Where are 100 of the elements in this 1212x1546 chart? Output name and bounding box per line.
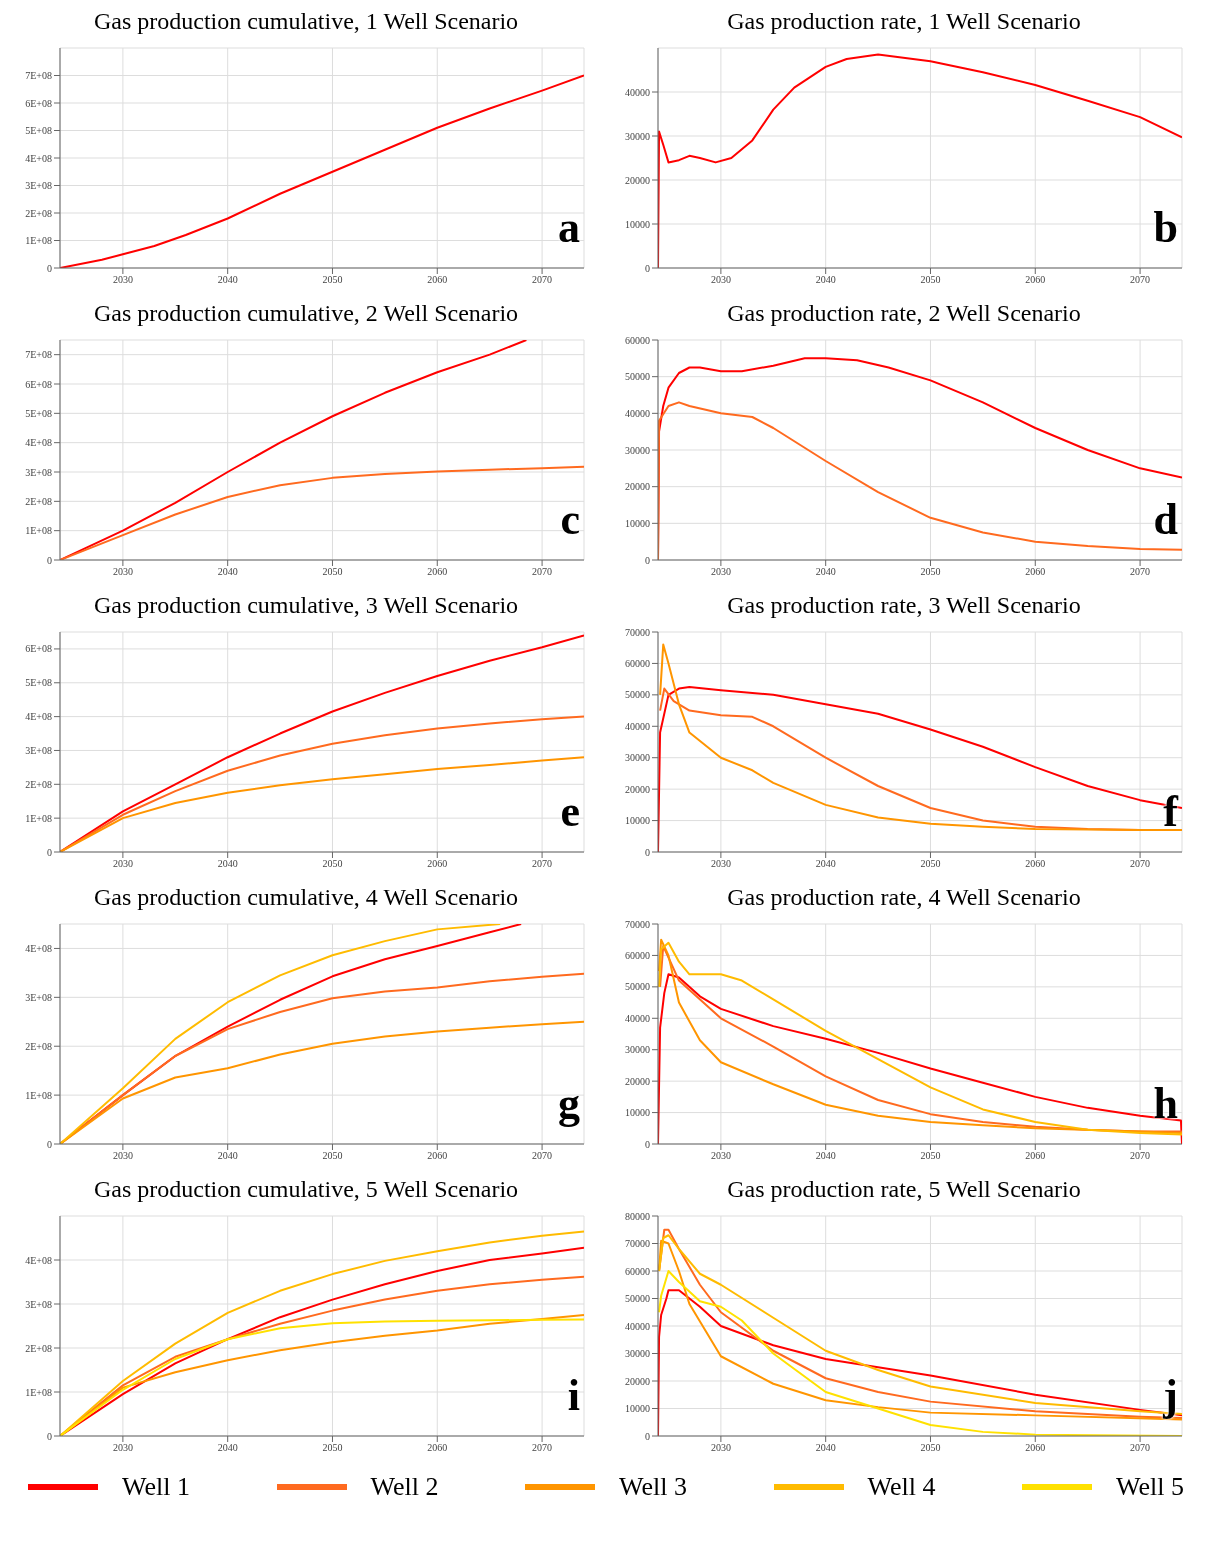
x-tick-label: 2070 [1130,1442,1151,1454]
annotation: b [1153,203,1178,252]
y-tick-label: 40000 [625,86,650,98]
x-tick-label: 2070 [1130,1150,1151,1162]
x-tick-label: 2040 [815,274,836,286]
y-tick-label: 40000 [625,1320,650,1332]
x-tick-label: 2040 [217,858,238,870]
legend-label: Well 1 [122,1472,190,1502]
y-tick-label: 70000 [625,918,650,930]
x-tick-label: 2040 [815,1442,836,1454]
y-tick-label: 50000 [625,981,650,993]
annotation: j [1163,1371,1178,1420]
legend-label: Well 2 [370,1472,439,1502]
x-tick-label: 2040 [815,566,836,578]
y-tick-label: 0 [47,1138,52,1150]
x-tick-label: 2060 [1025,274,1046,286]
y-tick-label: 30000 [625,1044,650,1056]
x-tick-label: 2070 [532,274,553,286]
chart-title: Gas production rate, 1 Well Scenario [726,8,1082,36]
legend-label: Well 5 [1116,1472,1184,1502]
y-tick-label: 4E+08 [25,1254,52,1266]
x-tick-label: 2030 [710,566,731,578]
annotation: g [558,1079,580,1128]
y-tick-label: 60000 [625,334,650,346]
y-tick-label: 0 [47,1430,52,1442]
x-tick-label: 2050 [322,566,343,578]
y-tick-label: 10000 [625,517,650,529]
x-tick-label: 2050 [322,274,343,286]
y-tick-label: 10000 [625,1107,650,1119]
y-tick-label: 4E+08 [25,152,52,164]
y-tick-label: 60000 [625,949,650,961]
x-tick-label: 2050 [322,858,343,870]
y-tick-label: 40000 [625,720,650,732]
y-tick-label: 40000 [625,407,650,419]
y-tick-label: 1E+08 [25,1386,52,1398]
y-tick-label: 7E+08 [25,70,52,82]
y-tick-label: 1E+08 [25,812,52,824]
x-tick-label: 2060 [1025,1442,1046,1454]
x-tick-label: 2040 [217,1150,238,1162]
legend-label: Well 3 [619,1472,687,1502]
x-tick-label: 2050 [920,274,941,286]
x-tick-label: 2030 [112,274,133,286]
y-tick-label: 20000 [625,1375,650,1387]
y-tick-label: 30000 [625,130,650,142]
y-tick-label: 5E+08 [25,125,52,137]
y-tick-label: 70000 [625,626,650,638]
y-tick-label: 3E+08 [25,745,52,757]
y-tick-label: 80000 [625,1210,650,1222]
x-tick-label: 2030 [112,566,133,578]
y-tick-label: 6E+08 [25,643,52,655]
x-tick-label: 2050 [322,1150,343,1162]
y-tick-label: 5E+08 [25,677,52,689]
x-tick-label: 2030 [710,1442,731,1454]
y-tick-label: 50000 [625,689,650,701]
x-tick-label: 2030 [710,858,731,870]
y-tick-label: 20000 [625,1075,650,1087]
y-tick-label: 0 [47,846,52,858]
x-tick-label: 2060 [427,1150,448,1162]
y-tick-label: 0 [47,262,52,274]
x-tick-label: 2060 [427,1442,448,1454]
y-tick-label: 0 [645,1430,650,1442]
y-tick-label: 6E+08 [25,97,52,109]
y-tick-label: 3E+08 [25,180,52,192]
x-tick-label: 2060 [427,566,448,578]
y-tick-label: 6E+08 [25,378,52,390]
annotation: d [1153,495,1178,544]
y-tick-label: 50000 [625,371,650,383]
chart-title: Gas production cumulative, 3 Well Scenario [92,592,520,620]
x-tick-label: 2070 [1130,858,1151,870]
x-tick-label: 2070 [532,1150,553,1162]
annotation: h [1153,1079,1178,1128]
x-tick-label: 2030 [112,1150,133,1162]
y-tick-label: 2E+08 [25,207,52,219]
x-tick-label: 2060 [1025,1150,1046,1162]
x-tick-label: 2040 [217,566,238,578]
chart-title: Gas production cumulative, 2 Well Scenario [92,300,520,328]
y-tick-label: 60000 [625,1265,650,1277]
annotation: a [558,203,580,252]
chart-title: Gas production rate, 5 Well Scenario [726,1176,1082,1204]
chart-title: Gas production rate, 4 Well Scenario [726,884,1082,912]
y-tick-label: 40000 [625,1012,650,1024]
annotation: c [560,495,580,544]
x-tick-label: 2030 [112,1442,133,1454]
annotation: e [560,787,580,836]
x-tick-label: 2030 [710,1150,731,1162]
x-tick-label: 2050 [920,858,941,870]
x-tick-label: 2050 [322,1442,343,1454]
y-tick-label: 2E+08 [25,1040,52,1052]
x-tick-label: 2070 [532,566,553,578]
chart-title: Gas production cumulative, 5 Well Scenario [92,1176,520,1204]
x-tick-label: 2060 [1025,566,1046,578]
y-tick-label: 20000 [625,481,650,493]
x-tick-label: 2040 [815,858,836,870]
y-tick-label: 3E+08 [25,466,52,478]
y-tick-label: 0 [645,1138,650,1150]
y-tick-label: 30000 [625,752,650,764]
chart-title: Gas production rate, 3 Well Scenario [726,592,1082,620]
y-tick-label: 4E+08 [25,437,52,449]
y-tick-label: 5E+08 [25,407,52,419]
chart-title: Gas production cumulative, 4 Well Scenario [92,884,520,912]
